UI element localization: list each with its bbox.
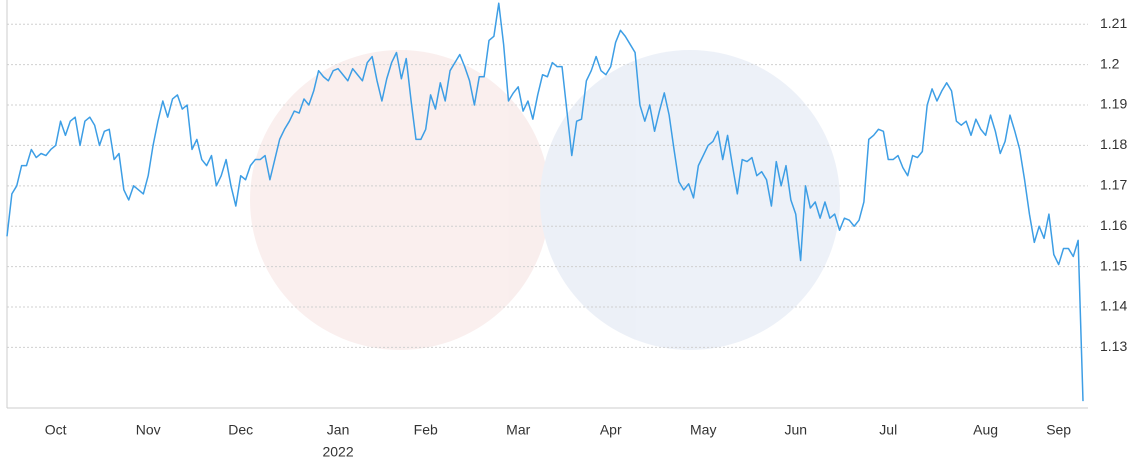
x-tick-label: May [690, 422, 716, 438]
x-tick-label: Jul [879, 422, 897, 438]
x-tick-label: Sep [1046, 422, 1071, 438]
x-tick-label: Oct [45, 422, 67, 438]
y-tick-label: 1.14 [1100, 298, 1127, 314]
x-tick-label: Jan [327, 422, 350, 438]
y-tick-label: 1.16 [1100, 217, 1127, 233]
data-line [6, 2, 1084, 402]
y-tick-label: 1.18 [1100, 136, 1127, 152]
x-tick-label: Aug [973, 422, 998, 438]
x-tick-label: Mar [506, 422, 530, 438]
y-tick-label: 1.19 [1100, 96, 1127, 112]
x-tick-label: Nov [136, 422, 161, 438]
x-year-label: 2022 [322, 444, 353, 460]
x-tick-label: Feb [414, 422, 438, 438]
x-tick-label: Apr [600, 422, 622, 438]
y-tick-label: 1.2 [1100, 55, 1120, 71]
y-tick-label: 1.13 [1100, 338, 1127, 354]
x-tick-label: Jun [784, 422, 807, 438]
y-tick-label: 1.17 [1100, 177, 1127, 193]
y-tick-label: 1.15 [1100, 257, 1127, 273]
x-tick-label: Dec [228, 422, 253, 438]
y-tick-label: 1.21 [1100, 15, 1127, 31]
watermark [250, 50, 840, 350]
